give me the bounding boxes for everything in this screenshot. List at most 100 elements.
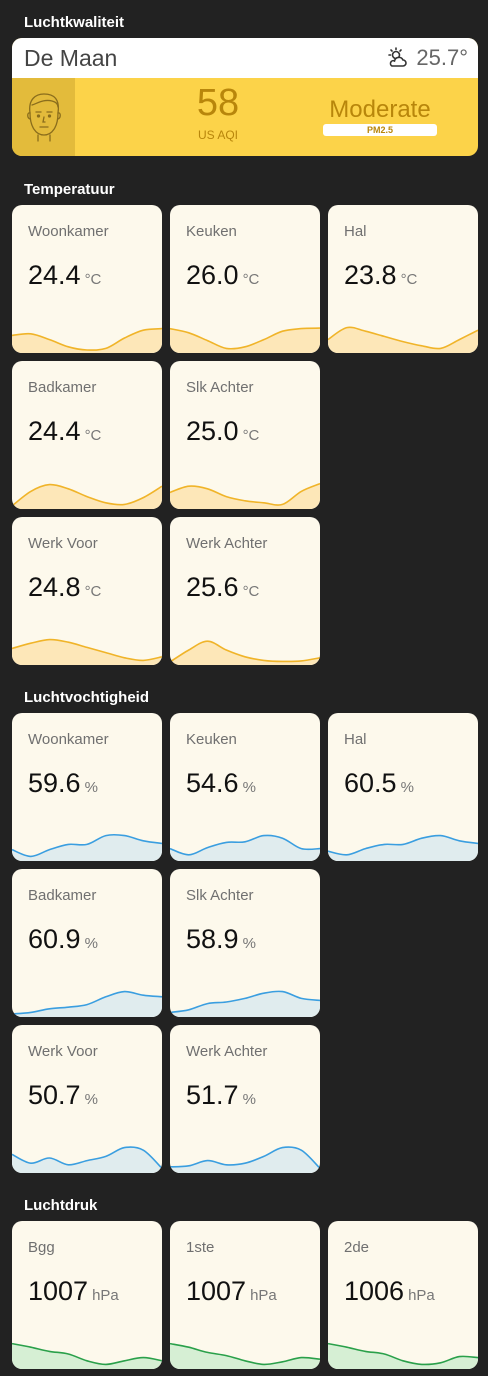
temperature-card[interactable]: Woonkamer 24.4 °C xyxy=(12,205,162,353)
sensor-name: Keuken xyxy=(186,223,237,240)
trend-sparkline xyxy=(12,483,162,509)
trend-area xyxy=(328,327,478,353)
sensor-unit: °C xyxy=(242,427,260,444)
pressure-card[interactable]: 2de 1006 hPa xyxy=(328,1221,478,1369)
sensor-value-row: 23.8 °C xyxy=(344,260,417,291)
aqi-pollutant-badge: PM2.5 xyxy=(323,124,437,136)
trend-line xyxy=(328,1342,478,1366)
temperature-card[interactable]: Werk Achter 25.6 °C xyxy=(170,517,320,665)
trend-line xyxy=(170,1342,320,1366)
trend-line xyxy=(328,834,478,856)
humidity-card[interactable]: Keuken 54.6% xyxy=(170,713,320,861)
temperature-card[interactable]: Keuken 26.0 °C xyxy=(170,205,320,353)
sensor-unit: hPa xyxy=(250,1287,277,1304)
trend-sparkline xyxy=(12,1146,162,1173)
sensor-name: Werk Voor xyxy=(28,1043,98,1060)
trend-area xyxy=(328,1343,478,1369)
sensor-value-row: 24.4 °C xyxy=(28,416,101,447)
trend-area xyxy=(12,1147,162,1173)
trend-sparkline xyxy=(12,1342,162,1369)
sensor-value: 26.0 xyxy=(186,260,239,290)
trend-sparkline xyxy=(170,990,320,1017)
sensor-value-row: 59.6% xyxy=(28,768,98,799)
sensor-name: Badkamer xyxy=(28,887,97,904)
sensor-name: Hal xyxy=(344,731,367,748)
section-title-temperature: Temperatuur xyxy=(24,181,115,198)
trend-line xyxy=(170,327,320,350)
trend-line xyxy=(12,833,162,858)
trend-line xyxy=(12,1342,162,1366)
sensor-name: Werk Achter xyxy=(186,1043,268,1060)
sensor-unit: % xyxy=(242,779,256,796)
aqi-value: 58 xyxy=(196,82,240,124)
trend-area xyxy=(12,1343,162,1369)
sensor-unit: % xyxy=(84,779,98,796)
sensor-unit: °C xyxy=(400,271,418,288)
neutral-face-icon xyxy=(26,93,61,142)
trend-sparkline xyxy=(170,640,320,665)
trend-line xyxy=(170,482,320,506)
aqi-status: Moderate xyxy=(329,96,431,123)
humidity-card[interactable]: Slk Achter 58.9% xyxy=(170,869,320,1017)
trend-area xyxy=(170,328,320,353)
temperature-card[interactable]: Badkamer 24.4 °C xyxy=(12,361,162,509)
sensor-value-row: 25.6 °C xyxy=(186,572,259,603)
sensor-value-row: 1007 hPa xyxy=(28,1276,119,1307)
trend-sparkline xyxy=(12,833,162,861)
sensor-name: Woonkamer xyxy=(28,731,109,748)
sensor-value-row: 26.0 °C xyxy=(186,260,259,291)
sensor-value-row: 24.4 °C xyxy=(28,260,101,291)
aqi-weather: 25.7° xyxy=(386,45,468,71)
sensor-name: 1ste xyxy=(186,1239,215,1256)
temperature-card[interactable]: Slk Achter 25.0 °C xyxy=(170,361,320,509)
sensor-value-row: 50.7% xyxy=(28,1080,98,1111)
sensor-value: 1007 xyxy=(28,1276,89,1306)
sensor-unit: °C xyxy=(84,427,102,444)
humidity-card[interactable]: Badkamer 60.9% xyxy=(12,869,162,1017)
trend-line xyxy=(12,327,162,351)
humidity-card[interactable]: Hal 60.5% xyxy=(328,713,478,861)
sensor-name: Werk Achter xyxy=(186,535,268,552)
sensor-value: 24.8 xyxy=(28,572,81,602)
sensor-value-row: 54.6% xyxy=(186,768,256,799)
aqi-outdoor-temp: 25.7° xyxy=(416,45,468,70)
sensor-value-row: 1007 hPa xyxy=(186,1276,277,1307)
sensor-name: Woonkamer xyxy=(28,223,109,240)
section-title-humidity: Luchtvochtigheid xyxy=(24,689,149,706)
sensor-value-row: 51.7% xyxy=(186,1080,256,1111)
trend-area xyxy=(170,641,320,665)
aqi-face-panel xyxy=(12,78,75,156)
section-title-pressure: Luchtdruk xyxy=(24,1197,98,1214)
sensor-value-row: 1006 hPa xyxy=(344,1276,435,1307)
temperature-card[interactable]: Hal 23.8 °C xyxy=(328,205,478,353)
trend-sparkline xyxy=(328,834,478,861)
sensor-unit: % xyxy=(84,935,98,952)
sensor-name: 2de xyxy=(344,1239,370,1256)
sensor-value: 23.8 xyxy=(344,260,397,290)
aqi-location: De Maan xyxy=(24,45,118,71)
pressure-card[interactable]: 1ste 1007 hPa xyxy=(170,1221,320,1369)
sensor-name: Bgg xyxy=(28,1239,55,1256)
aqi-card[interactable]: De Maan 25.7° xyxy=(12,38,478,156)
temperature-card[interactable]: Werk Voor 24.8 °C xyxy=(12,517,162,665)
sensor-value: 25.6 xyxy=(186,572,239,602)
sensor-name: Slk Achter xyxy=(186,887,254,904)
humidity-card[interactable]: Werk Achter 51.7% xyxy=(170,1025,320,1173)
trend-area xyxy=(170,835,320,861)
pressure-card[interactable]: Bgg 1007 hPa xyxy=(12,1221,162,1369)
humidity-card[interactable]: Werk Voor 50.7% xyxy=(12,1025,162,1173)
trend-sparkline xyxy=(12,638,162,665)
aqi-header: De Maan 25.7° xyxy=(12,38,478,78)
sensor-value: 59.6 xyxy=(28,768,81,798)
trend-area xyxy=(12,639,162,665)
trend-sparkline xyxy=(170,327,320,353)
trend-sparkline xyxy=(170,1342,320,1369)
sensor-value-row: 60.5% xyxy=(344,768,414,799)
trend-area xyxy=(12,328,162,353)
sensor-unit: °C xyxy=(242,583,260,600)
sensor-value-row: 58.9% xyxy=(186,924,256,955)
trend-area xyxy=(170,1147,320,1173)
trend-line xyxy=(170,640,320,663)
sensor-name: Werk Voor xyxy=(28,535,98,552)
humidity-card[interactable]: Woonkamer 59.6% xyxy=(12,713,162,861)
